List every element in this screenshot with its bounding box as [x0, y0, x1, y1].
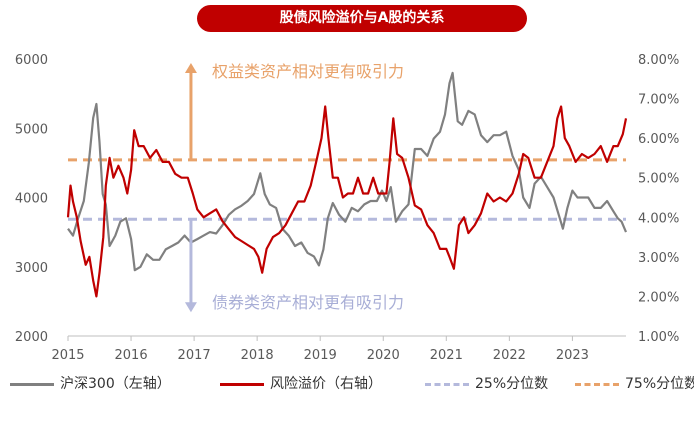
axis-layer: 2015 2016 2017 2018 2019 2020 2021 2022 2023 2000…	[15, 53, 679, 363]
right-tick-label: 2.00%	[638, 290, 679, 305]
arrow-down-head	[184, 302, 197, 313]
series-line-erp	[66, 105, 628, 298]
series-layer	[66, 71, 628, 298]
series-line-hs300	[67, 71, 628, 272]
left-tick-label: 5000	[15, 122, 48, 137]
chart-title: 股债风险溢价与A股的关系	[197, 5, 527, 32]
left-tick-label: 6000	[15, 53, 48, 68]
left-tick-label: 4000	[15, 192, 48, 207]
x-tick-label: 2015	[51, 348, 84, 363]
right-tick-label: 1.00%	[638, 330, 679, 345]
right-tick-label: 8.00%	[638, 53, 679, 68]
legend-label-erp: 风险溢价（右轴）	[270, 376, 382, 392]
x-tick-label: 2016	[115, 348, 148, 363]
legend: 沪深300（左轴） 风险溢价（右轴） 25%分位数 75%分位数	[10, 374, 694, 394]
annotation-arrow-layer	[184, 62, 197, 313]
legend-swatch-q25	[425, 382, 469, 386]
legend-item-erp: 风险溢价（右轴）	[220, 374, 382, 394]
x-tick-label: 2018	[241, 348, 274, 363]
legend-swatch-q75	[575, 382, 619, 386]
legend-swatch-erp	[220, 382, 264, 386]
arrow-up-head	[184, 62, 197, 73]
x-tick-label: 2017	[178, 348, 211, 363]
legend-item-q75: 75%分位数	[575, 374, 694, 394]
legend-item-hs300: 沪深300（左轴）	[10, 374, 171, 394]
chart-plot: 2015 2016 2017 2018 2019 2020 2021 2022 2023 2000…	[15, 53, 679, 363]
x-tick-label: 2023	[556, 348, 589, 363]
legend-label-q25: 25%分位数	[475, 376, 549, 392]
legend-item-q25: 25%分位数	[425, 374, 548, 394]
x-tick-label: 2021	[430, 348, 463, 363]
legend-swatch-hs300	[10, 382, 54, 386]
right-tick-label: 7.00%	[638, 93, 679, 108]
right-tick-label: 6.00%	[638, 132, 679, 147]
x-tick-label: 2020	[367, 348, 400, 363]
right-tick-label: 4.00%	[638, 211, 679, 226]
left-tick-label: 3000	[15, 261, 48, 276]
right-tick-label: 3.00%	[638, 251, 679, 266]
right-tick-label: 5.00%	[638, 172, 679, 187]
annotation-equity-attractive: 权益类资产相对更有吸引力	[212, 62, 404, 81]
reference-line-layer	[68, 158, 626, 221]
legend-label-hs300: 沪深300（左轴）	[60, 376, 171, 392]
left-tick-label: 2000	[15, 330, 48, 345]
x-tick-label: 2019	[304, 348, 337, 363]
x-tick-label: 2022	[493, 348, 526, 363]
legend-label-q75: 75%分位数	[625, 376, 694, 392]
annotation-bond-attractive: 债券类资产相对更有吸引力	[212, 293, 404, 312]
